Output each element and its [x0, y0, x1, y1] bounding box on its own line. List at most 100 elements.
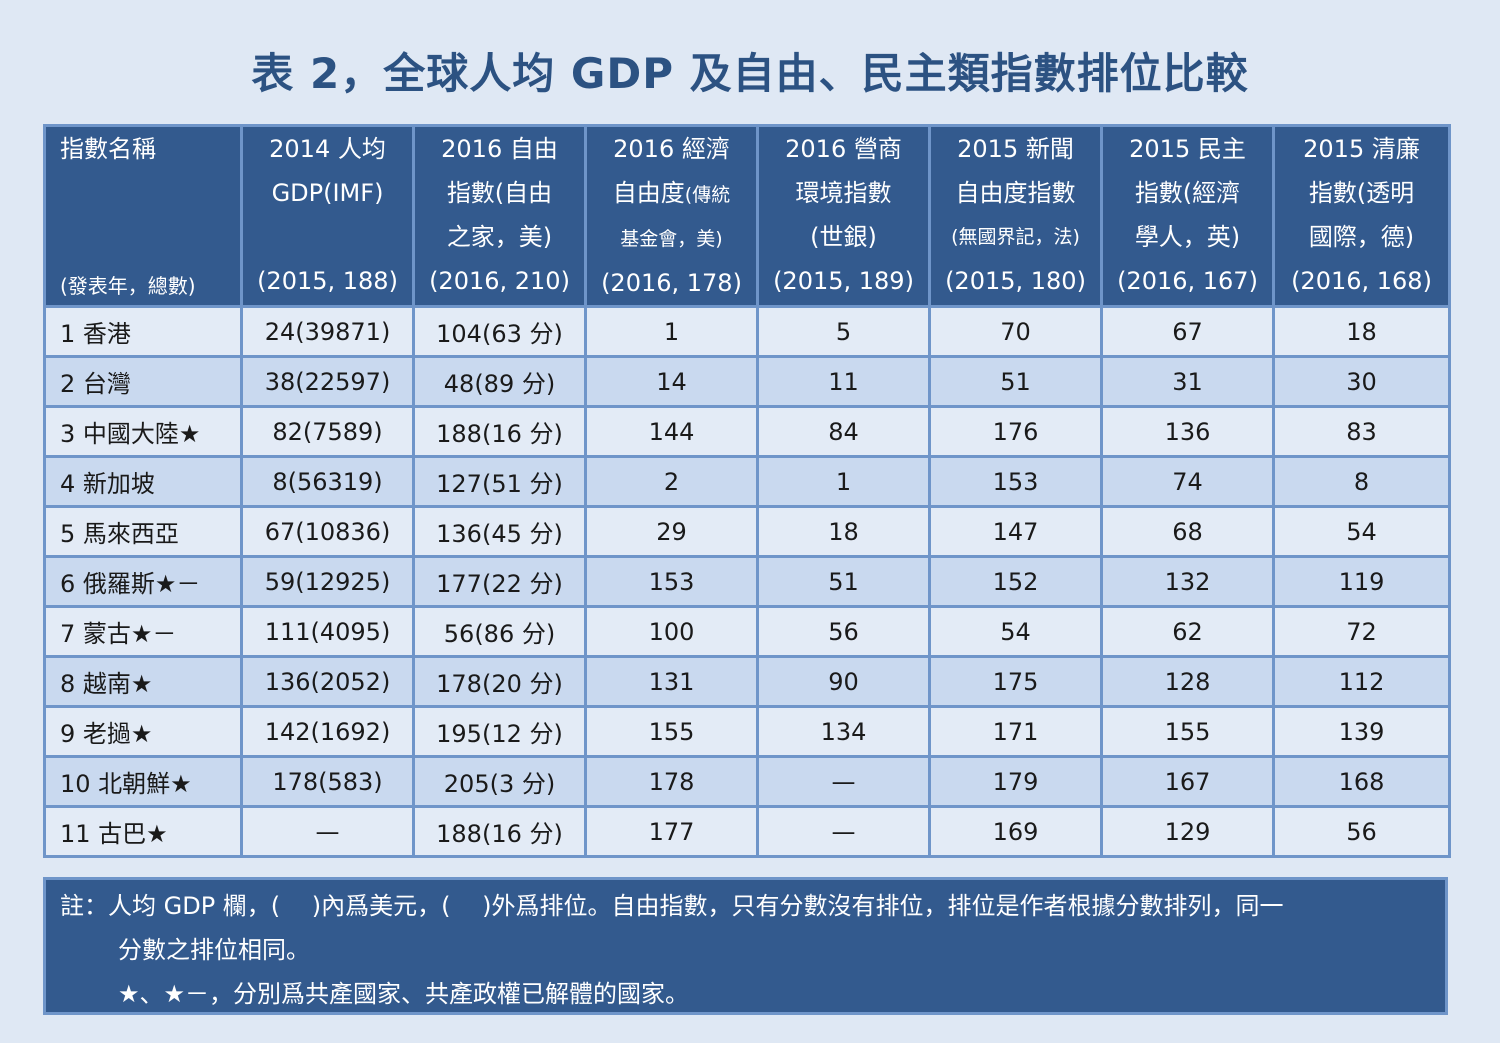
value-cell: 54 — [1272, 505, 1451, 558]
value-cell: 62 — [1100, 605, 1275, 658]
value-cell: 67(10836) — [240, 505, 415, 558]
value-cell: 136(45 分) — [412, 505, 587, 558]
value-cell: — — [240, 805, 415, 858]
value-cell: 74 — [1100, 455, 1275, 508]
value-cell: 31 — [1100, 355, 1275, 408]
value-cell: 136 — [1100, 405, 1275, 458]
header-business: 2016 營商 環境指數 (世銀) (2015, 189) — [756, 124, 931, 308]
value-cell: 175 — [928, 655, 1103, 708]
value-cell: 38(22597) — [240, 355, 415, 408]
value-cell: 153 — [928, 455, 1103, 508]
table-row: 4 新加坡 8(56319) 127(51 分) 2 1 153 74 8 — [43, 455, 1451, 508]
value-cell: 100 — [584, 605, 759, 658]
header-economic-freedom: 2016 經濟 自由度(傳統 基金會，美) (2016, 178) — [584, 124, 759, 308]
table-row: 11 古巴★ —188(16 分) 177—169 129 56 — [43, 805, 1451, 858]
value-cell: 56(86 分) — [412, 605, 587, 658]
value-cell: 14 — [584, 355, 759, 408]
value-cell: 67 — [1100, 305, 1275, 358]
header-index-name: 指數名稱 (發表年，總數) — [43, 124, 243, 308]
value-cell: 169 — [928, 805, 1103, 858]
value-cell: 1 — [584, 305, 759, 358]
value-cell: 132 — [1100, 555, 1275, 608]
value-cell: 68 — [1100, 505, 1275, 558]
table-row: 9 老撾★ 142(1692) 195(12 分) 155 134 171 155 139 — [43, 705, 1451, 758]
table-row: 10 北朝鮮★ 178(583) 205(3 分) 178—179 167 168 — [43, 755, 1451, 808]
value-cell: 24(39871) — [240, 305, 415, 358]
value-cell: 48(89 分) — [412, 355, 587, 408]
table-row: 6 俄羅斯★－ 59(12925) 177(22 分) 153 51 152 132 119 — [43, 555, 1451, 608]
table-row: 2 台灣 38(22597) 48(89 分) 14 11 51 31 30 — [43, 355, 1451, 408]
value-cell: 84 — [756, 405, 931, 458]
footnote-line: 分數之排位相同。 — [118, 936, 310, 964]
value-cell: 171 — [928, 705, 1103, 758]
header-press-freedom: 2015 新聞 自由度指數 (無國界記，法) (2015, 180) — [928, 124, 1103, 308]
value-cell: 136(2052) — [240, 655, 415, 708]
value-cell: 147 — [928, 505, 1103, 558]
value-cell: 11 — [756, 355, 931, 408]
value-cell: 30 — [1272, 355, 1451, 408]
value-cell: 18 — [756, 505, 931, 558]
country-cell: 11 古巴★ — [43, 805, 243, 858]
value-cell: 59(12925) — [240, 555, 415, 608]
value-cell: 51 — [928, 355, 1103, 408]
header-corruption: 2015 清廉 指數(透明 國際，德) (2016, 168) — [1272, 124, 1451, 308]
value-cell: 179 — [928, 755, 1103, 808]
footnote: 註：人均 GDP 欄，( )內爲美元，( )外爲排位。自由指數，只有分數沒有排位… — [43, 877, 1448, 1015]
value-cell: 112 — [1272, 655, 1451, 708]
value-cell: 168 — [1272, 755, 1451, 808]
value-cell: 144 — [584, 405, 759, 458]
footnote-line: 註：人均 GDP 欄，( )內爲美元，( )外爲排位。自由指數，只有分數沒有排位… — [60, 892, 1284, 920]
value-cell: 51 — [756, 555, 931, 608]
country-cell: 3 中國大陸★ — [43, 405, 243, 458]
country-cell: 8 越南★ — [43, 655, 243, 708]
header-gdp: 2014 人均 GDP(IMF) (2015, 188) — [240, 124, 415, 308]
value-cell: 131 — [584, 655, 759, 708]
page-title: 表 2，全球人均 GDP 及自由、民主類指數排位比較 — [251, 49, 1249, 98]
header-freedom: 2016 自由 指數(自由 之家，美) (2016, 210) — [412, 124, 587, 308]
value-cell: 111(4095) — [240, 605, 415, 658]
value-cell: 90 — [756, 655, 931, 708]
value-cell: 2 — [584, 455, 759, 508]
value-cell: 1 — [756, 455, 931, 508]
value-cell: 8 — [1272, 455, 1451, 508]
country-cell: 5 馬來西亞 — [43, 505, 243, 558]
value-cell: 72 — [1272, 605, 1451, 658]
value-cell: 129 — [1100, 805, 1275, 858]
value-cell: 195(12 分) — [412, 705, 587, 758]
value-cell: 70 — [928, 305, 1103, 358]
ranking-table: 指數名稱 (發表年，總數) 2014 人均 GDP(IMF) (2015, 188… — [43, 124, 1451, 858]
value-cell: 153 — [584, 555, 759, 608]
value-cell: 155 — [1100, 705, 1275, 758]
value-cell: 177(22 分) — [412, 555, 587, 608]
value-cell: 8(56319) — [240, 455, 415, 508]
value-cell: 139 — [1272, 705, 1451, 758]
country-cell: 2 台灣 — [43, 355, 243, 408]
value-cell: 178(20 分) — [412, 655, 587, 708]
value-cell: 176 — [928, 405, 1103, 458]
header-row: 指數名稱 (發表年，總數) 2014 人均 GDP(IMF) (2015, 188… — [43, 124, 1451, 308]
value-cell: 134 — [756, 705, 931, 758]
table-row: 1 香港 24(39871) 104(63 分) 1 5 70 67 18 — [43, 305, 1451, 358]
header-label: 指數名稱 — [60, 135, 156, 163]
value-cell: 188(16 分) — [412, 805, 587, 858]
value-cell: 127(51 分) — [412, 455, 587, 508]
value-cell: 167 — [1100, 755, 1275, 808]
value-cell: 177 — [584, 805, 759, 858]
country-cell: 1 香港 — [43, 305, 243, 358]
country-cell: 9 老撾★ — [43, 705, 243, 758]
table-row: 8 越南★ 136(2052) 178(20 分) 131 90 175 128 112 — [43, 655, 1451, 708]
footnote-line: ★、★－，分別爲共產國家、共產政權已解體的國家。 — [118, 980, 690, 1008]
value-cell: 5 — [756, 305, 931, 358]
header-sublabel: (發表年，總數) — [60, 274, 196, 298]
value-cell: 178 — [584, 755, 759, 808]
value-cell: 128 — [1100, 655, 1275, 708]
value-cell: 56 — [756, 605, 931, 658]
country-cell: 6 俄羅斯★－ — [43, 555, 243, 608]
value-cell: 18 — [1272, 305, 1451, 358]
value-cell: — — [756, 755, 931, 808]
value-cell: 104(63 分) — [412, 305, 587, 358]
value-cell: 152 — [928, 555, 1103, 608]
value-cell: 155 — [584, 705, 759, 758]
value-cell: 56 — [1272, 805, 1451, 858]
table-row: 3 中國大陸★ 82(7589) 188(16 分) 144 84 176 136 83 — [43, 405, 1451, 458]
